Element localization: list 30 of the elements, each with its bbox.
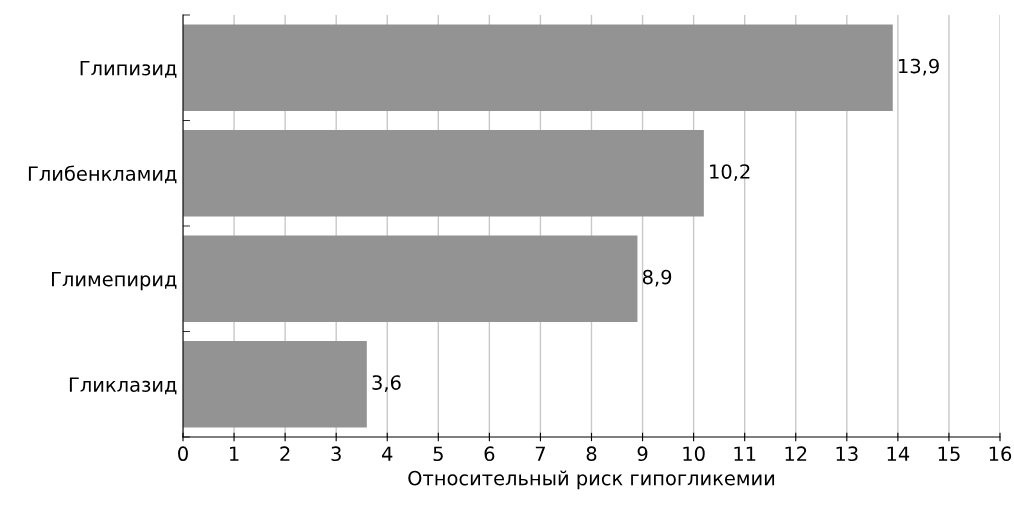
data-label: 8,9 — [642, 269, 672, 287]
x-tick-label: 9 — [637, 446, 648, 462]
bar — [183, 340, 367, 428]
x-tick-label: 2 — [280, 446, 290, 461]
x-tick-label: 1 — [230, 446, 239, 461]
x-tick-label: 16 — [989, 446, 1012, 462]
bar — [183, 129, 704, 217]
x-tick-label: 7 — [535, 446, 545, 461]
data-label: 13,9 — [899, 58, 939, 76]
x-tick-label: 5 — [433, 446, 443, 462]
data-label: 10,2 — [710, 164, 750, 181]
x-tick-label: 10 — [683, 446, 705, 462]
x-tick-label: 3 — [331, 446, 341, 462]
y-tick-label: Глибенкламид — [28, 165, 177, 184]
y-tick-label: Глипизид — [80, 60, 177, 78]
bar — [183, 235, 638, 322]
x-tick-label: 12 — [785, 446, 807, 461]
x-tick-label: 14 — [887, 446, 910, 461]
x-tick-label: 0 — [178, 446, 188, 462]
x-tick-label: 13 — [836, 446, 858, 462]
y-tick-label: Гликлазид — [69, 377, 177, 395]
x-tick-label: 15 — [938, 446, 960, 462]
x-tick-label: 8 — [586, 446, 597, 462]
data-label: 3,6 — [372, 375, 401, 392]
x-tick-label: 4 — [382, 446, 393, 461]
bar — [183, 24, 893, 111]
x-axis-title: Относительный риск гипогликемии — [408, 470, 775, 490]
x-tick-label: 11 — [734, 446, 756, 461]
y-tick-label: Глимепирид — [52, 271, 177, 291]
x-tick-label: 6 — [484, 446, 495, 462]
